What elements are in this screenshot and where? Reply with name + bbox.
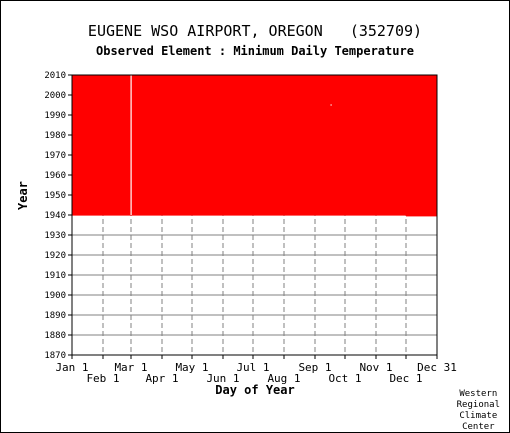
x-tick-label: Aug 1	[267, 372, 300, 385]
y-tick-label: 1900	[44, 291, 66, 301]
y-tick-label: 1960	[44, 171, 66, 181]
data-coverage-area	[406, 75, 437, 217]
y-tick-label: 1910	[44, 271, 66, 281]
data-gap	[130, 75, 132, 215]
x-tick-label: Nov 1	[359, 361, 392, 374]
credit-line: Climate	[459, 411, 498, 421]
x-tick-label: Sep 1	[298, 361, 331, 374]
x-tick-label: Jun 1	[206, 372, 239, 385]
y-tick-label: 1930	[44, 231, 66, 241]
y-tick-label: 1980	[44, 131, 66, 141]
y-tick-label: 1920	[44, 251, 66, 261]
y-tick-label: 1870	[44, 351, 66, 361]
credit-block: Western Regional Climate Center	[457, 389, 500, 433]
credit-line: Regional	[456, 400, 500, 410]
y-tick-label: 1970	[44, 151, 66, 161]
x-tick-label: Mar 1	[114, 361, 147, 374]
y-tick-label: 1940	[44, 211, 66, 221]
y-tick-label: 1890	[44, 311, 66, 321]
x-tick-label: Feb 1	[86, 372, 119, 385]
y-tick-label: 2010	[44, 71, 66, 81]
data-gap	[330, 104, 332, 106]
x-tick-label: Dec 31	[417, 361, 457, 374]
x-tick-label: Jul 1	[236, 361, 269, 374]
y-tick-label: 1880	[44, 331, 66, 341]
x-axis-label: Day of Year	[215, 383, 295, 397]
y-tick-label: 2000	[44, 91, 66, 101]
x-tick-label: Jan 1	[55, 361, 88, 374]
data-coverage-area	[72, 75, 406, 216]
x-tick-label: Dec 1	[389, 372, 422, 385]
credit-line: Western	[459, 389, 498, 399]
x-tick-label: Apr 1	[145, 372, 178, 385]
x-tick-label: May 1	[175, 361, 208, 374]
credit-line: Center	[462, 422, 495, 432]
x-tick-label: Oct 1	[328, 372, 361, 385]
chart-subtitle: Observed Element : Minimum Daily Tempera…	[96, 44, 414, 58]
y-tick-label: 1990	[44, 111, 66, 121]
y-tick-label: 1950	[44, 191, 66, 201]
chart-title: EUGENE WSO AIRPORT, OREGON (352709)	[87, 22, 423, 40]
